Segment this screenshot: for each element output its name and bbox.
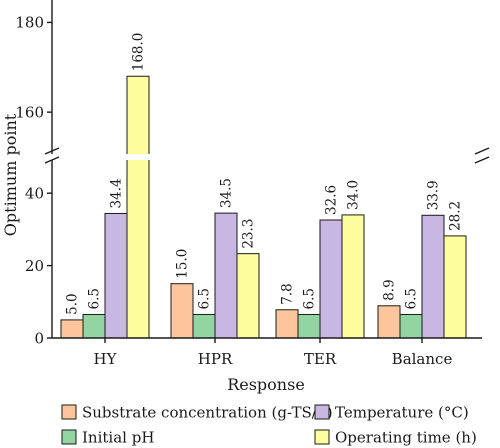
axis-break-mark-right-2 bbox=[474, 156, 490, 164]
data-label-balance-series-4: 28.2 bbox=[448, 201, 464, 231]
y-tick-label-0: 0 bbox=[34, 329, 44, 347]
bar-balance-series-2 bbox=[399, 313, 423, 339]
y-tick-label-180: 180 bbox=[15, 14, 44, 32]
axis-break-mark-left-2 bbox=[44, 156, 60, 164]
y-axis-title: Optimum point bbox=[1, 113, 20, 236]
data-label-ter-series-3: 32.6 bbox=[324, 185, 340, 215]
bar-hy-series-1 bbox=[60, 319, 84, 339]
bar-balance-series-1 bbox=[377, 305, 401, 339]
bar-hpr-series-2 bbox=[192, 313, 216, 339]
legend-swatch-series-3 bbox=[314, 404, 330, 420]
y-tick-label-40: 40 bbox=[25, 184, 44, 202]
x-tick-label-hpr: HPR bbox=[198, 350, 233, 368]
data-label-ter-series-2: 6.5 bbox=[302, 288, 318, 309]
bar-ter-series-3 bbox=[319, 219, 343, 339]
legend-label-series-2: Initial pH bbox=[82, 428, 154, 446]
axis-break-gap bbox=[42, 154, 492, 160]
x-tick-label-balance: Balance bbox=[392, 350, 453, 368]
y-tick-label-20: 20 bbox=[25, 257, 44, 275]
legend-swatch-series-2 bbox=[61, 429, 77, 445]
data-label-hpr-series-4: 23.3 bbox=[241, 219, 257, 249]
data-label-hy-series-1: 5.0 bbox=[65, 293, 81, 314]
bar-hpr-series-3 bbox=[214, 212, 238, 339]
legend: Substrate concentration (g-TS/L) Initial … bbox=[61, 403, 477, 446]
x-tick-label-hy: HY bbox=[94, 350, 118, 368]
bar-hy-series-4 bbox=[126, 75, 150, 339]
bar-hy-series-3 bbox=[104, 212, 128, 339]
data-label-hy-series-2: 6.5 bbox=[87, 288, 103, 309]
y-tick-label-160: 160 bbox=[15, 103, 44, 121]
x-tick-label-ter: TER bbox=[304, 350, 337, 368]
legend-label-series-3: Temperature (°C) bbox=[335, 403, 469, 421]
data-label-hpr-series-1: 15.0 bbox=[175, 249, 191, 279]
bar-ter-series-2 bbox=[297, 313, 321, 339]
bar-ter-series-1 bbox=[275, 309, 299, 339]
data-label-balance-series-3: 33.9 bbox=[426, 180, 442, 210]
axes-layer: HY HPR TER Balance 0 20 40 160 180 bbox=[15, 0, 492, 368]
legend-label-series-4: Operating time (h) bbox=[335, 428, 477, 446]
data-labels-layer: 5.0 6.5 34.4 168.0 15.0 6.5 34.5 23.3 7.8 6.5 32.6… bbox=[65, 33, 464, 315]
legend-swatch-series-4 bbox=[314, 429, 330, 445]
bar-hpr-series-4 bbox=[236, 253, 260, 339]
bar-balance-series-4 bbox=[443, 235, 467, 339]
legend-swatch-series-1 bbox=[61, 404, 77, 420]
data-label-ter-series-1: 7.8 bbox=[280, 283, 296, 304]
data-label-hy-series-3: 34.4 bbox=[109, 178, 125, 208]
data-label-balance-series-2: 6.5 bbox=[404, 288, 420, 309]
data-label-balance-series-1: 8.9 bbox=[382, 279, 398, 300]
data-label-hy-series-4: 168.0 bbox=[131, 33, 147, 72]
bars-layer bbox=[60, 75, 467, 339]
x-axis-title: Response bbox=[227, 375, 305, 394]
bar-balance-series-3 bbox=[421, 214, 445, 339]
axis-break-mark-right-1 bbox=[474, 147, 490, 155]
bar-hpr-series-1 bbox=[170, 283, 194, 339]
data-label-hpr-series-3: 34.5 bbox=[219, 178, 235, 208]
axis-break-mark-left-1 bbox=[44, 147, 60, 155]
bar-hy-series-2 bbox=[82, 313, 106, 339]
legend-label-series-1: Substrate concentration (g-TS/L) bbox=[82, 403, 333, 421]
data-label-ter-series-4: 34.0 bbox=[346, 180, 362, 210]
bar-ter-series-4 bbox=[341, 214, 365, 339]
data-label-hpr-series-2: 6.5 bbox=[197, 288, 213, 309]
